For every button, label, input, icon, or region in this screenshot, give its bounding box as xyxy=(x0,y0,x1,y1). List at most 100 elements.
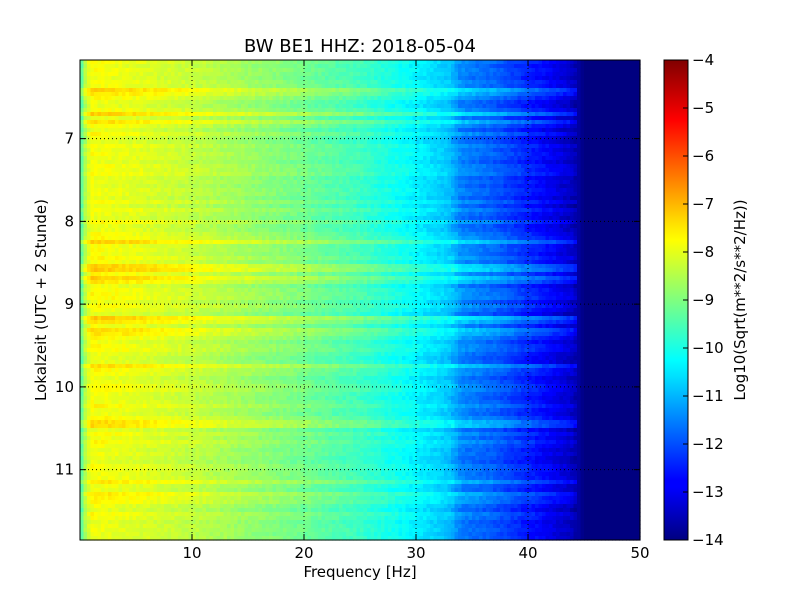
heatmap-cell xyxy=(280,120,284,125)
heatmap-cell xyxy=(560,168,564,173)
heatmap-cell xyxy=(539,60,543,65)
heatmap-cell xyxy=(532,164,536,169)
heatmap-cell xyxy=(350,176,354,181)
heatmap-cell xyxy=(143,72,147,77)
heatmap-cell xyxy=(381,180,385,185)
heatmap-cell xyxy=(570,64,574,69)
heatmap-cell xyxy=(612,128,616,133)
heatmap-cell xyxy=(220,116,224,121)
heatmap-cell xyxy=(385,152,389,157)
heatmap-cell xyxy=(280,176,284,181)
heatmap-cell xyxy=(371,84,375,89)
heatmap-cell xyxy=(143,92,147,97)
heatmap-cell xyxy=(178,116,182,121)
heatmap-cell xyxy=(588,64,592,69)
heatmap-cell xyxy=(500,140,504,145)
heatmap-cell xyxy=(238,176,242,181)
heatmap-cell xyxy=(388,112,392,117)
heatmap-cell xyxy=(539,76,543,81)
heatmap-cell xyxy=(416,112,420,117)
heatmap-cell xyxy=(560,132,564,137)
heatmap-cell xyxy=(458,68,462,73)
heatmap-cell xyxy=(157,160,161,165)
heatmap-cell xyxy=(574,92,578,97)
heatmap-cell xyxy=(528,140,532,145)
heatmap-cell xyxy=(227,68,231,73)
heatmap-cell xyxy=(157,68,161,73)
heatmap-cell xyxy=(266,60,270,65)
heatmap-cell xyxy=(332,60,336,65)
heatmap-cell xyxy=(577,152,581,157)
heatmap-cell xyxy=(154,124,158,129)
heatmap-cell xyxy=(234,160,238,165)
heatmap-cell xyxy=(304,128,308,133)
heatmap-cell xyxy=(458,96,462,101)
heatmap-cell xyxy=(241,60,245,65)
heatmap-cell xyxy=(329,124,333,129)
heatmap-cell xyxy=(273,176,277,181)
heatmap-cell xyxy=(514,148,518,153)
heatmap-cell xyxy=(469,156,473,161)
heatmap-cell xyxy=(346,92,350,97)
heatmap-cell xyxy=(325,156,329,161)
heatmap-cell xyxy=(325,72,329,77)
heatmap-cell xyxy=(101,184,105,189)
heatmap-cell xyxy=(556,88,560,93)
heatmap-cell xyxy=(584,132,588,137)
heatmap-cell xyxy=(609,172,613,177)
heatmap-cell xyxy=(542,88,546,93)
heatmap-cell xyxy=(255,172,259,177)
heatmap-cell xyxy=(423,60,427,65)
heatmap-cell xyxy=(567,164,571,169)
heatmap-cell xyxy=(168,68,172,73)
heatmap-cell xyxy=(388,76,392,81)
heatmap-cell xyxy=(490,168,494,173)
heatmap-cell xyxy=(563,84,567,89)
heatmap-cell xyxy=(234,92,238,97)
heatmap-cell xyxy=(563,80,567,85)
heatmap-cell xyxy=(532,128,536,133)
heatmap-cell xyxy=(427,96,431,101)
heatmap-cell xyxy=(353,96,357,101)
heatmap-cell xyxy=(518,116,522,121)
heatmap-cell xyxy=(280,160,284,165)
heatmap-cell xyxy=(539,156,543,161)
heatmap-cell xyxy=(255,148,259,153)
heatmap-cell xyxy=(185,164,189,169)
heatmap-cell xyxy=(402,128,406,133)
heatmap-cell xyxy=(112,104,116,109)
heatmap-cell xyxy=(315,80,319,85)
heatmap-cell xyxy=(567,60,571,65)
heatmap-cell xyxy=(385,108,389,113)
heatmap-cell xyxy=(388,152,392,157)
heatmap-cell xyxy=(472,144,476,149)
heatmap-cell xyxy=(241,108,245,113)
heatmap-cell xyxy=(175,100,179,105)
heatmap-cell xyxy=(203,96,207,101)
heatmap-cell xyxy=(633,172,637,177)
heatmap-cell xyxy=(479,68,483,73)
heatmap-cell xyxy=(325,88,329,93)
heatmap-cell xyxy=(322,64,326,69)
heatmap-cell xyxy=(584,124,588,129)
heatmap-cell xyxy=(150,80,154,85)
heatmap-cell xyxy=(318,64,322,69)
heatmap-cell xyxy=(493,156,497,161)
heatmap-cell xyxy=(171,136,175,141)
heatmap-cell xyxy=(605,156,609,161)
heatmap-cell xyxy=(157,184,161,189)
heatmap-cell xyxy=(507,84,511,89)
heatmap-cell xyxy=(248,76,252,81)
heatmap-cell xyxy=(304,76,308,81)
heatmap-cell xyxy=(416,60,420,65)
heatmap-cell xyxy=(266,176,270,181)
heatmap-cell xyxy=(511,176,515,181)
heatmap-cell xyxy=(353,108,357,113)
heatmap-cell xyxy=(112,184,116,189)
heatmap-cell xyxy=(182,76,186,81)
heatmap-cell xyxy=(616,144,620,149)
heatmap-cell xyxy=(577,84,581,89)
heatmap-cell xyxy=(535,172,539,177)
heatmap-cell xyxy=(483,128,487,133)
heatmap-cell xyxy=(185,132,189,137)
